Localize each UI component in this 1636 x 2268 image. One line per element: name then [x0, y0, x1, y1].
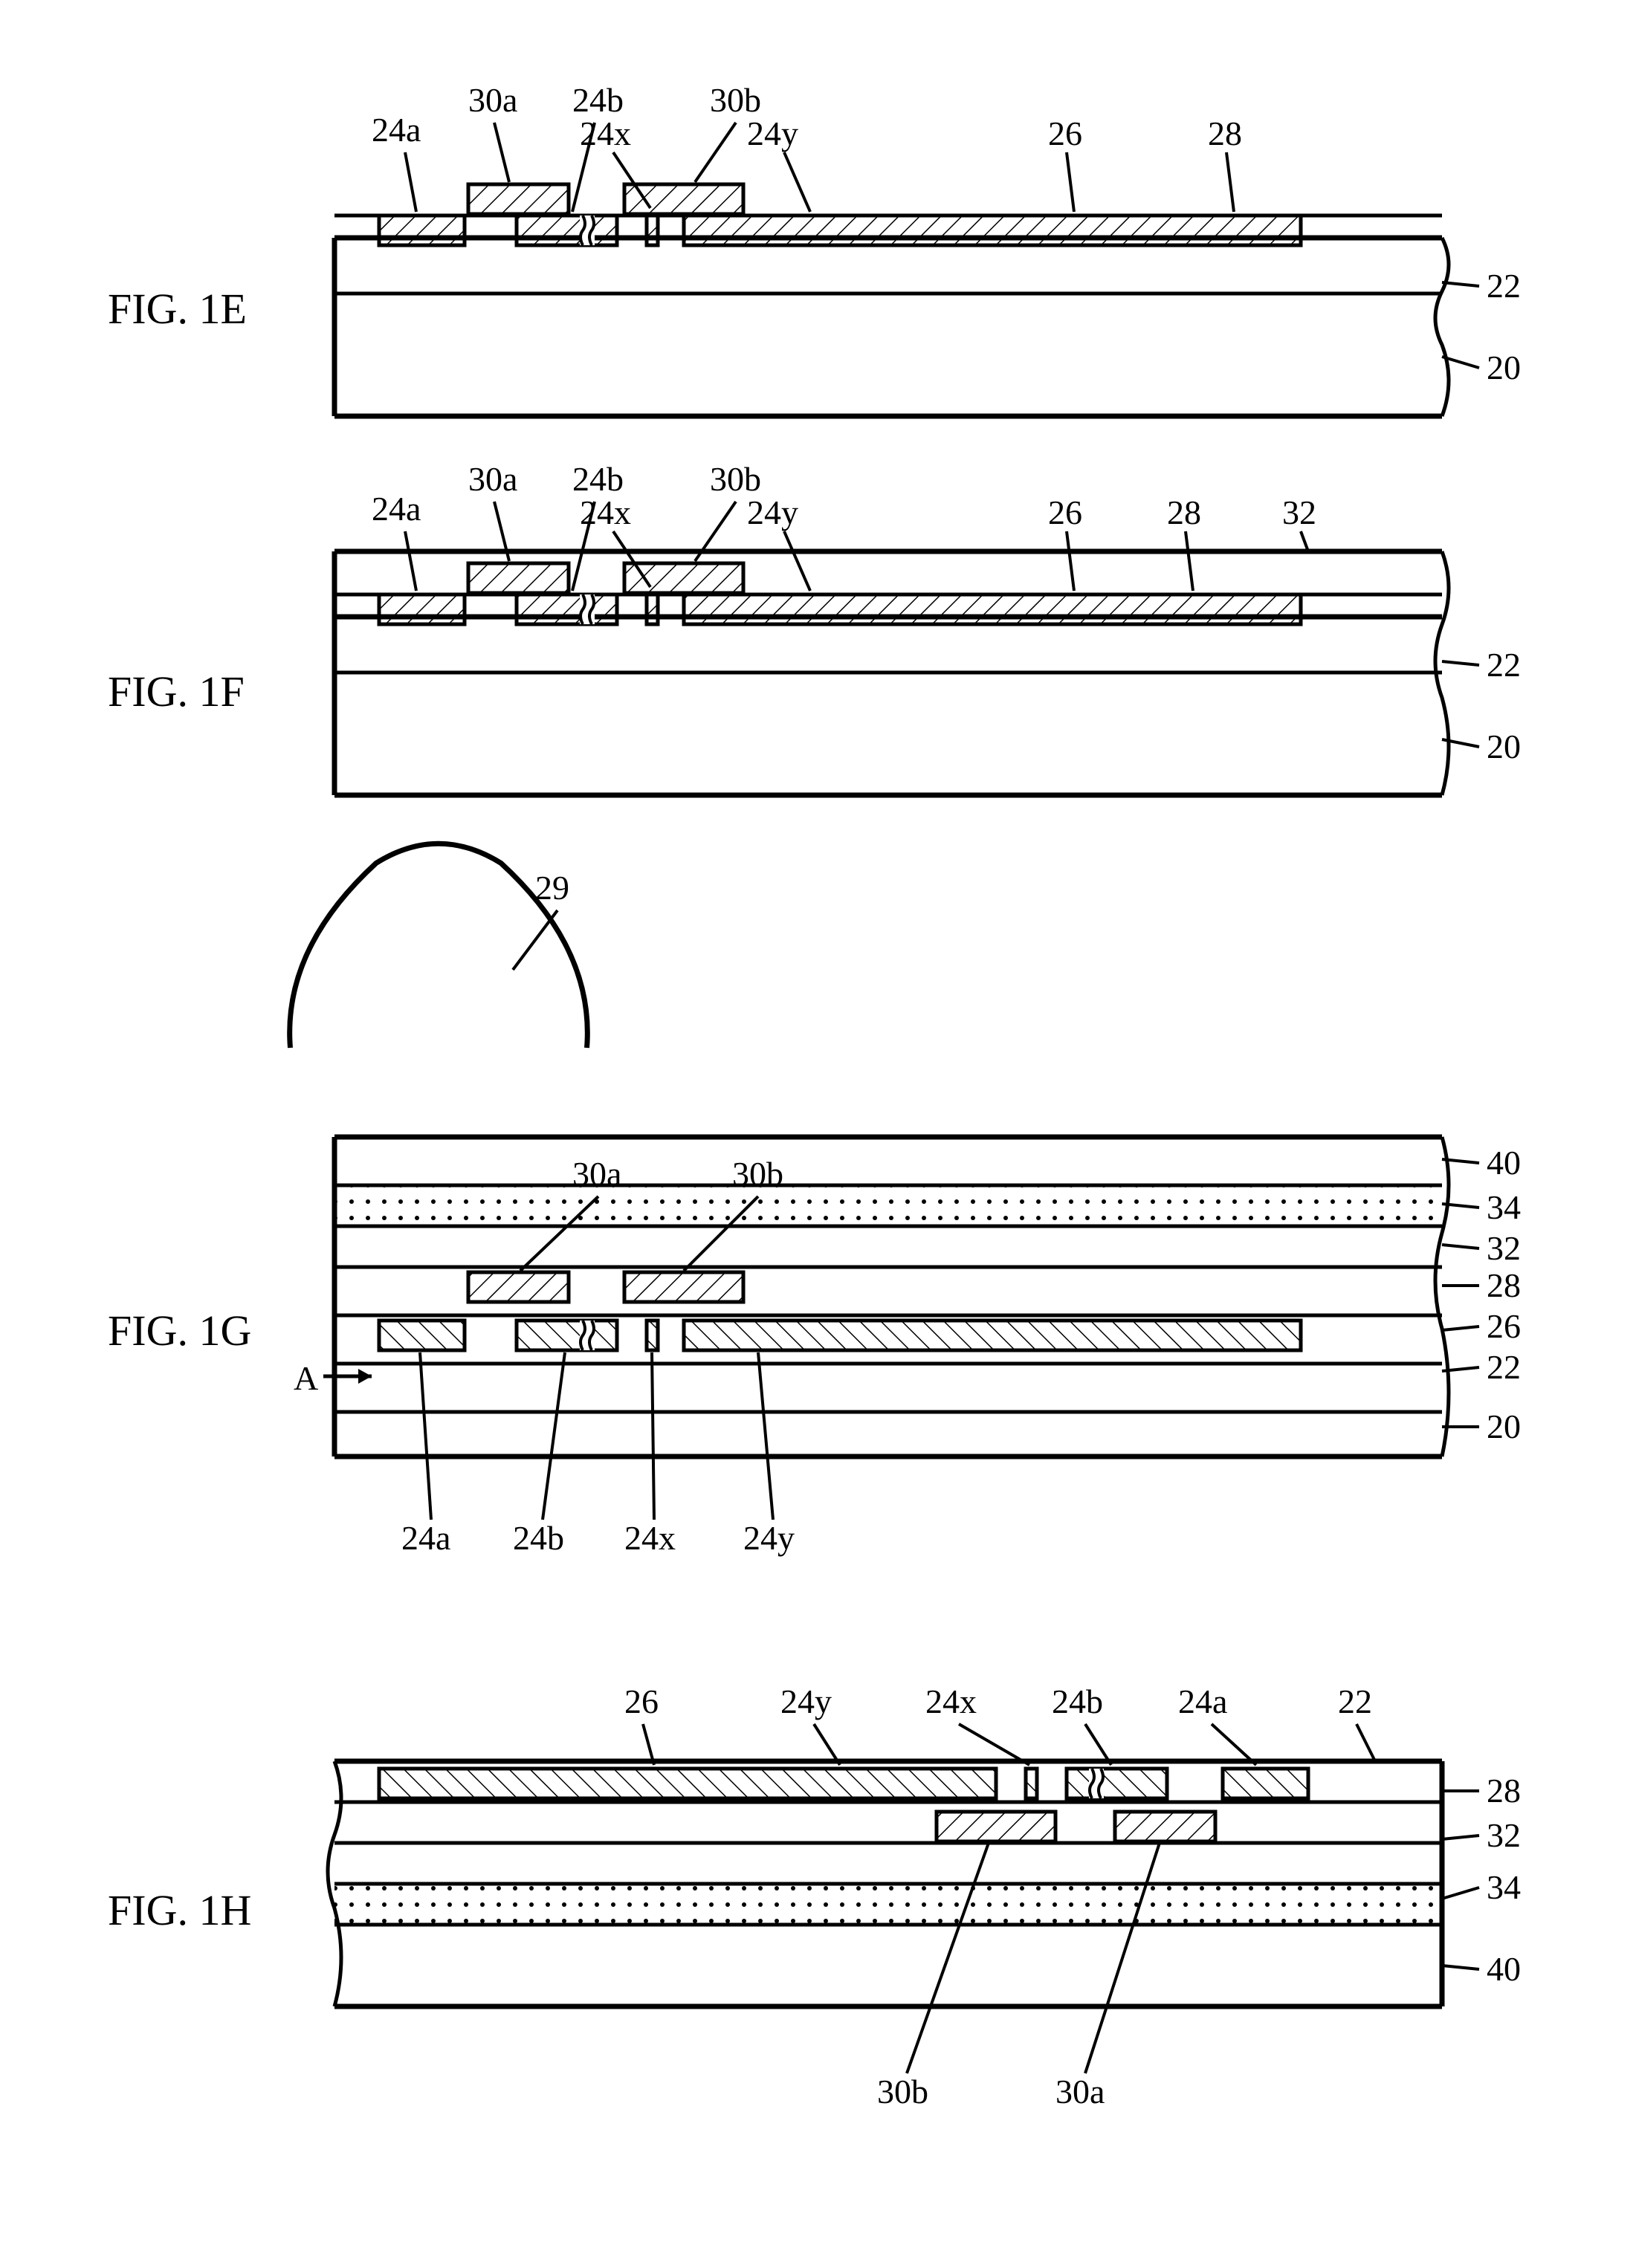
- callout-30a: 30a: [468, 81, 517, 119]
- callout-24x: 24x: [580, 493, 631, 531]
- callout-24b: 24b: [1052, 1682, 1103, 1720]
- callout-28: 28: [1487, 1266, 1521, 1304]
- callout-24x: 24x: [624, 1519, 676, 1557]
- callout-30b: 30b: [877, 2073, 928, 2110]
- callout-24b: 24b: [572, 81, 624, 119]
- callout-24y: 24y: [743, 1519, 795, 1557]
- callout-22: 22: [1487, 1348, 1521, 1386]
- callout-24y: 24y: [747, 114, 798, 152]
- callout-24b: 24b: [513, 1519, 564, 1557]
- callout-22: 22: [1487, 646, 1521, 684]
- callout-32: 32: [1487, 1229, 1521, 1267]
- callout-28: 28: [1167, 493, 1201, 531]
- callout-32: 32: [1487, 1816, 1521, 1854]
- callout-34: 34: [1487, 1868, 1521, 1906]
- arrow-a-label: A: [294, 1359, 318, 1397]
- callout-26: 26: [1487, 1307, 1521, 1345]
- callout-28: 28: [1487, 1772, 1521, 1809]
- callout-30a: 30a: [572, 1155, 621, 1193]
- callout-30a: 30a: [468, 460, 517, 498]
- callout-30b: 30b: [732, 1155, 783, 1193]
- callout-28: 28: [1208, 114, 1242, 152]
- callout-24a: 24a: [1178, 1682, 1227, 1720]
- callout-24a: 24a: [372, 111, 421, 149]
- page: FIG. 1E24a30a24b24x30b24y26282220FIG. 1F…: [0, 0, 1636, 2268]
- callout-30b: 30b: [710, 460, 761, 498]
- callout-24a: 24a: [372, 490, 421, 528]
- callout-40: 40: [1487, 1950, 1521, 1988]
- callout-34: 34: [1487, 1188, 1521, 1226]
- callout-26: 26: [1048, 114, 1082, 152]
- callout-24x: 24x: [580, 114, 631, 152]
- callout-20: 20: [1487, 1407, 1521, 1445]
- callout-22: 22: [1487, 267, 1521, 305]
- callout-24a: 24a: [401, 1519, 450, 1557]
- callout-24y: 24y: [780, 1682, 832, 1720]
- callout-20: 20: [1487, 728, 1521, 765]
- callout-24x: 24x: [925, 1682, 977, 1720]
- callout-26: 26: [1048, 493, 1082, 531]
- fig-1e-label: FIG. 1E: [108, 285, 247, 333]
- callout-24b: 24b: [572, 460, 624, 498]
- callout-20: 20: [1487, 349, 1521, 386]
- callout-29: 29: [535, 869, 569, 907]
- callout-26: 26: [624, 1682, 659, 1720]
- fig-1f-label: FIG. 1F: [108, 667, 245, 716]
- callout-30a: 30a: [1055, 2073, 1105, 2110]
- callout-32: 32: [1282, 493, 1316, 531]
- fig-1g-label: FIG. 1G: [108, 1306, 251, 1355]
- callout-40: 40: [1487, 1144, 1521, 1182]
- diagram-canvas: FIG. 1E24a30a24b24x30b24y26282220FIG. 1F…: [0, 0, 1636, 2268]
- callout-30b: 30b: [710, 81, 761, 119]
- fig-1h-label: FIG. 1H: [108, 1886, 251, 1934]
- callout-22: 22: [1338, 1682, 1372, 1720]
- callout-24y: 24y: [747, 493, 798, 531]
